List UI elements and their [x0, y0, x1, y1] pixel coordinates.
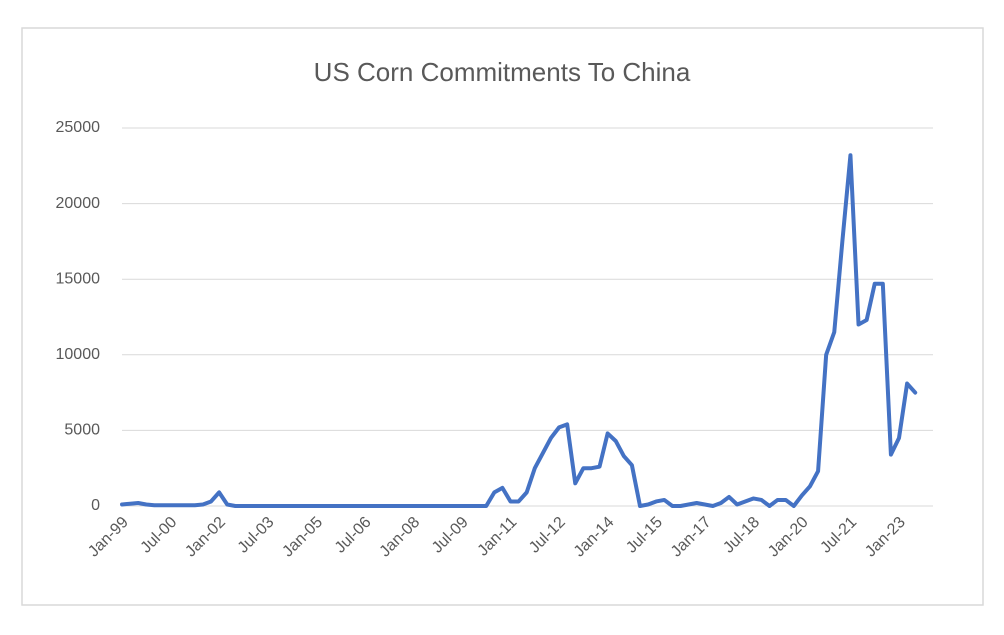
y-tick-label: 20000	[56, 195, 101, 212]
chart-title: US Corn Commitments To China	[314, 57, 691, 87]
y-tick-label: 10000	[56, 346, 101, 363]
data-line	[120, 153, 918, 508]
y-tick-label: 0	[91, 497, 100, 514]
y-tick-label: 15000	[56, 270, 101, 287]
y-tick-label: 25000	[56, 119, 101, 136]
chart-border	[21, 27, 984, 606]
y-tick-label: 5000	[64, 422, 100, 439]
